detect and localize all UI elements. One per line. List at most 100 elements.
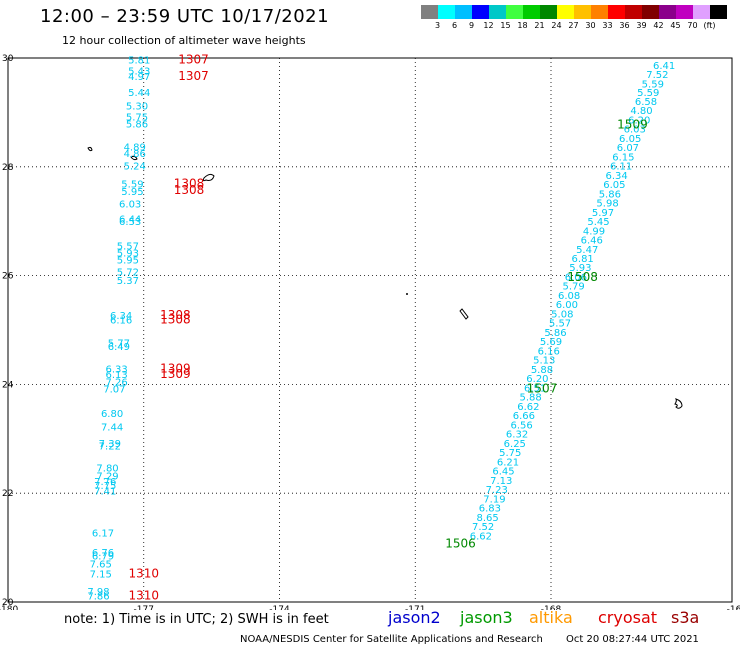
x-tick-label: -171: [405, 605, 425, 610]
wave-height-value: 6.56: [510, 420, 532, 431]
wave-height-value: 5.72: [117, 268, 139, 279]
color-legend-label: 45: [670, 21, 681, 30]
wave-height-value: 6.05: [603, 180, 625, 191]
pass-time-label: 1308: [160, 312, 191, 326]
wave-height-value: 6.20: [628, 115, 650, 126]
wave-height-map: -180 -177 -174 -171 -168 -16 30 28 26 24 22 20 5.81…: [0, 52, 740, 610]
pass-time-label: 1508: [567, 270, 598, 284]
x-tick-label: -177: [134, 605, 154, 610]
wave-height-value: 8.65: [477, 513, 499, 524]
color-legend-label: 30: [585, 21, 596, 30]
map-title: 12:00 – 23:59 UTC 10/17/2021: [40, 6, 330, 27]
color-swatch: [472, 5, 489, 19]
x-tick-label: -168: [541, 605, 562, 610]
wave-height-value: 6.25: [504, 439, 526, 450]
axis-labels: -180 -177 -174 -171 -168 -16 30 28 26 24 22 20: [0, 54, 740, 610]
pass-time-label: 1309: [160, 367, 191, 381]
wave-height-value: 5.77: [108, 338, 130, 349]
wave-height-value: 6.06: [565, 272, 587, 283]
wave-height-value: 6.34: [110, 311, 132, 322]
pass-time-label: 1507: [527, 382, 558, 396]
wave-height-value: 6.03: [119, 200, 141, 211]
wave-height-value: 6.34: [605, 171, 627, 182]
y-tick-label: 26: [2, 272, 14, 282]
color-legend-label: 27: [568, 21, 579, 30]
footer-note: note: 1) Time is in UTC; 2) SWH is in fe…: [64, 612, 329, 627]
color-swatch: [540, 5, 557, 19]
color-swatch: [693, 5, 710, 19]
wave-height-value: 7.19: [483, 494, 505, 505]
wave-height-value: 5.98: [596, 199, 618, 210]
wave-height-value: 5.57: [117, 241, 139, 252]
wave-height-value: 4.97: [128, 72, 150, 83]
wave-height-value: 6.58: [635, 97, 657, 108]
wave-height-value: 6.45: [492, 467, 514, 478]
pass-time-label: 1307: [178, 52, 209, 66]
wave-height-value: 6.44: [119, 214, 141, 225]
wave-height-value: 7.75: [94, 481, 116, 492]
wave-height-value: 5.75: [499, 448, 521, 459]
map-frame: [7, 57, 733, 603]
color-legend-label: 15: [500, 21, 511, 30]
wave-height-value: 6.17: [92, 529, 114, 540]
wave-height-value: 4.99: [583, 226, 605, 237]
color-swatch: [676, 5, 693, 19]
color-legend-label: 36: [619, 21, 630, 30]
legend-s3a: s3a: [671, 608, 700, 627]
wave-height-value: 7.80: [96, 463, 118, 474]
wave-height-value: 4.86: [124, 149, 146, 160]
wave-height-value: 5.57: [549, 319, 571, 330]
island-outline: [406, 293, 408, 295]
color-legend-label: 42: [653, 21, 664, 30]
wave-height-value: 5.86: [126, 120, 148, 131]
wave-height-value: 7.22: [99, 442, 121, 453]
wave-height-value: 4.80: [630, 106, 652, 117]
color-swatch: [642, 5, 659, 19]
color-swatch: [438, 5, 455, 19]
wave-height-value: 7.44: [101, 423, 123, 434]
wave-height-value: 7.26: [105, 377, 127, 388]
wave-height-value: 5.93: [569, 263, 591, 274]
wave-height-value: 6.79: [92, 552, 114, 563]
island-outline: [459, 308, 469, 320]
wave-height-value: 5.37: [117, 276, 139, 287]
island-outlines: [87, 146, 683, 409]
color-swatch: [455, 5, 472, 19]
y-tick-label: 22: [2, 489, 13, 499]
wave-height-value: 6.11: [610, 162, 632, 173]
wave-height-value: 5.95: [117, 256, 139, 267]
y-tick-label: 20: [2, 598, 14, 608]
y-tick-label: 24: [2, 380, 14, 390]
wave-height-value: 6.53: [119, 217, 141, 228]
wave-height-value: 6.46: [581, 236, 603, 247]
wave-height-value: 6.41: [653, 61, 675, 72]
wave-height-value: 6.07: [617, 143, 639, 154]
color-swatch: [489, 5, 506, 19]
wave-height-value: 5.81: [128, 55, 150, 66]
wave-height-value: 7.23: [486, 485, 508, 496]
wave-height-value: 6.66: [513, 411, 535, 422]
wave-height-value: 6.83: [479, 504, 501, 515]
wave-height-value: 7.52: [646, 70, 668, 81]
color-swatch: [625, 5, 642, 19]
wave-height-value: 6.05: [619, 134, 641, 145]
wave-height-value: 6.21: [497, 457, 519, 468]
wave-height-value: 5.24: [124, 162, 146, 173]
color-legend-label: 21: [534, 21, 545, 30]
wave-height-value: 6.32: [506, 430, 528, 441]
wave-height-value: 5.08: [551, 309, 573, 320]
wave-height-value: 7.29: [96, 472, 118, 483]
color-swatch: [659, 5, 676, 19]
wave-height-value: 4.89: [124, 142, 146, 153]
color-swatch: [421, 5, 438, 19]
color-legend-label: 3: [434, 21, 441, 30]
x-tick-label: -180: [0, 605, 18, 610]
pass-time-label: 1308: [174, 183, 205, 197]
wave-height-value: 7.07: [103, 385, 125, 396]
island-outline: [674, 398, 683, 409]
pass-time-label: 1310: [128, 567, 159, 581]
wave-height-value: 6.51: [524, 383, 546, 394]
island-outline: [202, 173, 215, 182]
wave-height-value: 5.79: [562, 282, 584, 293]
wave-height-value: 5.47: [576, 245, 598, 256]
